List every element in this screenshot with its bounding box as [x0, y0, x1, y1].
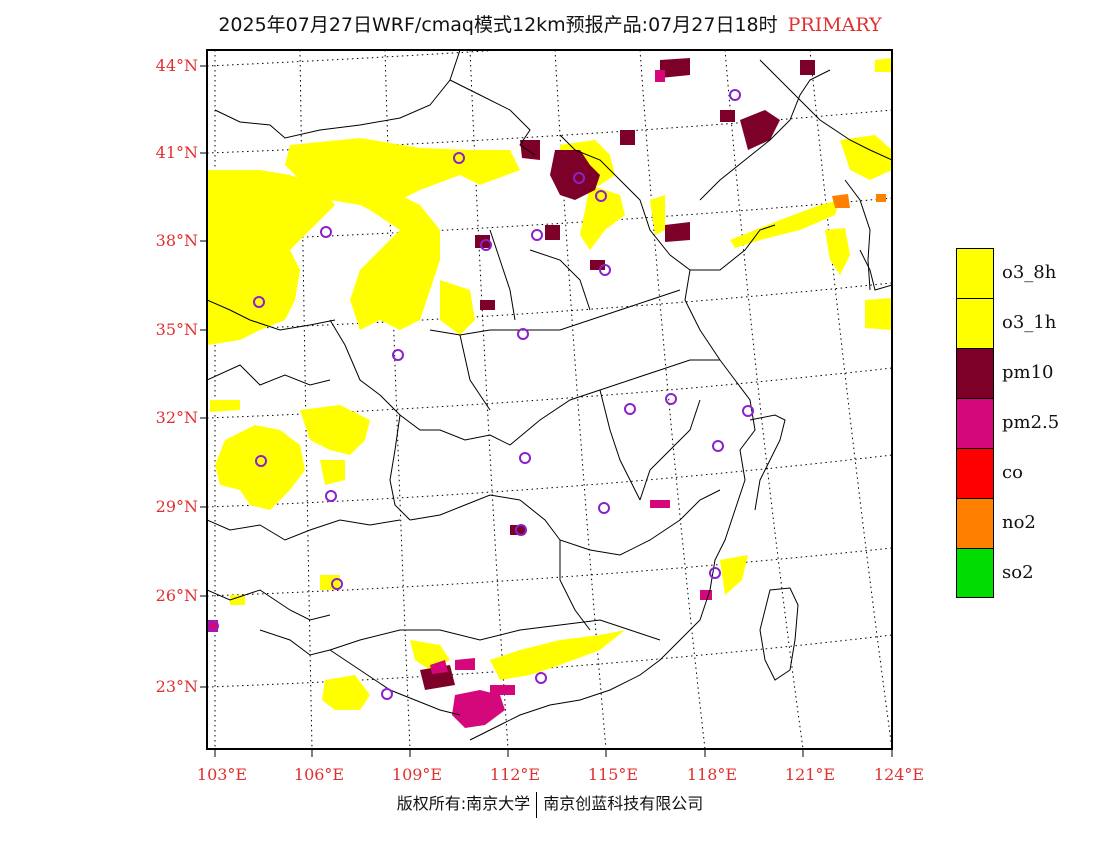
lat-label-35n: 35°N — [155, 320, 198, 339]
lon-label-103e: 103°E — [196, 765, 248, 784]
map-title-text: 2025年07月27日WRF/cmaq模式12km预报产品:07月27日18时 — [218, 14, 778, 36]
legend-label: pm2.5 — [1002, 412, 1060, 433]
lon-label-109e: 109°E — [391, 765, 443, 784]
legend-label: so2 — [1002, 562, 1034, 583]
legend-label: co — [1002, 462, 1023, 483]
lat-label-29n: 29°N — [155, 497, 198, 516]
map-title: 2025年07月27日WRF/cmaq模式12km预报产品:07月27日18时 P… — [0, 10, 1100, 37]
footer-divider — [536, 791, 538, 818]
map-content — [207, 50, 892, 749]
legend-label: o3_1h — [1002, 312, 1057, 333]
lat-label-44n: 44°N — [155, 56, 198, 75]
lat-label-38n: 38°N — [155, 231, 198, 250]
lon-label-124e: 124°E — [873, 765, 925, 784]
legend-swatch — [956, 548, 994, 598]
legend-swatch — [956, 398, 994, 448]
legend-label: pm10 — [1002, 362, 1054, 383]
legend-label: no2 — [1002, 512, 1036, 533]
copyright-right: 南京创蓝科技有限公司 — [543, 794, 704, 813]
lon-label-118e: 118°E — [686, 765, 738, 784]
o3-patches — [207, 58, 892, 710]
axis-ticks — [200, 65, 893, 757]
lon-label-121e: 121°E — [784, 765, 836, 784]
legend-swatch — [956, 498, 994, 548]
lon-label-112e: 112°E — [489, 765, 541, 784]
lat-label-26n: 26°N — [155, 586, 198, 605]
legend-swatch — [956, 348, 994, 398]
lat-label-23n: 23°N — [155, 677, 198, 696]
no2-patches — [832, 194, 886, 208]
copyright-left: 版权所有:南京大学 — [396, 794, 531, 813]
lat-label-41n: 41°N — [155, 143, 198, 162]
lat-label-32n: 32°N — [155, 408, 198, 427]
copyright-footer: 版权所有:南京大学 南京创蓝科技有限公司 — [0, 790, 1100, 818]
latitude-gridlines — [207, 50, 892, 688]
legend-label: o3_8h — [1002, 262, 1057, 283]
lon-label-106e: 106°E — [293, 765, 345, 784]
map-frame — [206, 49, 893, 750]
primary-tag: PRIMARY — [787, 14, 882, 36]
legend-swatch — [956, 248, 994, 298]
lon-label-115e: 115°E — [587, 765, 639, 784]
boundary-lines — [207, 50, 892, 741]
legend-swatch — [956, 298, 994, 348]
legend-swatch — [956, 448, 994, 498]
